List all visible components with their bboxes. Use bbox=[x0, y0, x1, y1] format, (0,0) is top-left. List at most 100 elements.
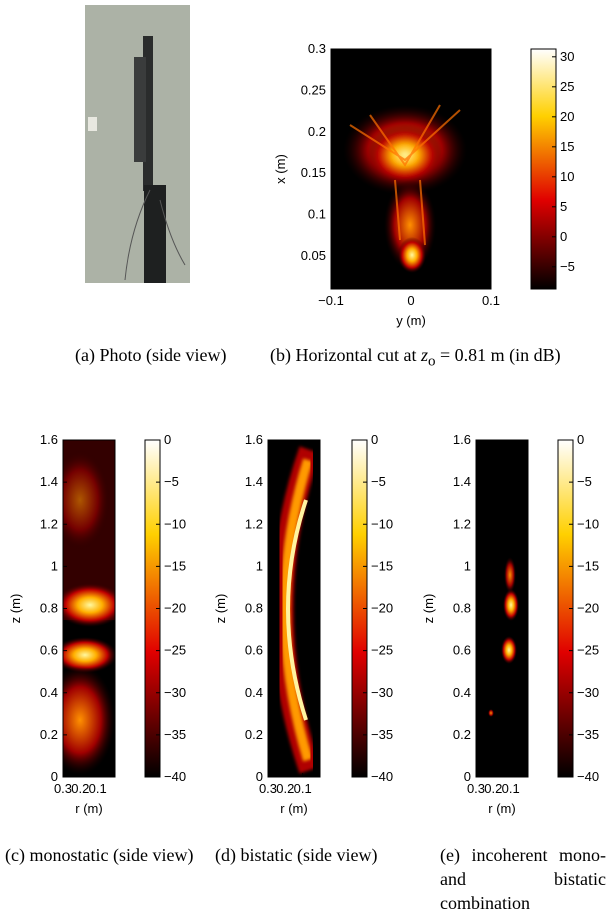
colorbar-tick-label: −25 bbox=[371, 643, 393, 658]
y-tick-label: 1.4 bbox=[453, 474, 471, 489]
y-tick-label: 1.2 bbox=[453, 516, 471, 531]
y-tick-label: 1.4 bbox=[245, 474, 263, 489]
y-tick-label: 0.8 bbox=[245, 601, 263, 616]
colorbar-tick-label: −25 bbox=[577, 643, 599, 658]
caption-text: Horizontal cut at bbox=[295, 345, 417, 365]
y-tick-label: 0.05 bbox=[301, 248, 326, 263]
y-tick-label: 0.4 bbox=[245, 685, 263, 700]
y-axis-label: z (m) bbox=[421, 594, 436, 624]
colorbar-tick-label: −40 bbox=[164, 769, 186, 784]
caption-text: = 0.81 m (in dB) bbox=[439, 345, 561, 365]
colorbar-tick-label: −10 bbox=[371, 516, 393, 531]
x-tick-label: 0.1 bbox=[89, 781, 107, 796]
colorbar-tick-label: −5 bbox=[164, 474, 179, 489]
colorbar-tick-label: −15 bbox=[164, 558, 186, 573]
colorbar-tick-label: 0 bbox=[371, 432, 378, 447]
colorbar-tick-label: 5 bbox=[560, 199, 567, 214]
heatmap-image bbox=[331, 49, 491, 289]
x-tick-label: 0.2 bbox=[484, 781, 502, 796]
colorbar-tick-label: −25 bbox=[164, 643, 186, 658]
y-axis-label: x (m) bbox=[273, 154, 288, 184]
colorbar-tick-label: −30 bbox=[371, 685, 393, 700]
caption-text: monostatic (side view) bbox=[29, 845, 194, 865]
heatmap-image bbox=[476, 440, 528, 777]
colorbar-tick-label: −35 bbox=[577, 727, 599, 742]
heatmap-image bbox=[63, 440, 115, 777]
y-tick-label: 1 bbox=[464, 558, 471, 573]
y-tick-label: 1.4 bbox=[40, 474, 58, 489]
colorbar-tick-label: −5 bbox=[560, 259, 575, 274]
colorbar-tick-label: 0 bbox=[164, 432, 171, 447]
caption: (e) incoherent mono- and bistatic combin… bbox=[440, 843, 606, 915]
colorbar-tick-label: 30 bbox=[560, 49, 574, 64]
y-tick-label: 0.2 bbox=[453, 727, 471, 742]
caption-label: (d) bbox=[215, 845, 236, 865]
colorbar-tick-label: −5 bbox=[577, 474, 592, 489]
colorbar-tick-label: −10 bbox=[577, 516, 599, 531]
heatmap-image bbox=[268, 440, 320, 777]
colorbar-tick-label: −40 bbox=[371, 769, 393, 784]
colorbar-tick-label: −10 bbox=[164, 516, 186, 531]
y-tick-label: 0.15 bbox=[301, 165, 326, 180]
y-tick-label: 1.2 bbox=[245, 516, 263, 531]
colorbar-tick-label: 25 bbox=[560, 79, 574, 94]
caption-symbol: z bbox=[420, 345, 428, 365]
x-tick-label: 0.1 bbox=[482, 293, 500, 308]
colorbar-tick-label: −15 bbox=[371, 558, 393, 573]
x-axis-label: r (m) bbox=[280, 801, 307, 816]
colorbar-tick-label: 10 bbox=[560, 169, 574, 184]
x-axis-label: r (m) bbox=[75, 801, 102, 816]
x-tick-label: 0.2 bbox=[71, 781, 89, 796]
y-tick-label: 0.2 bbox=[245, 727, 263, 742]
y-tick-label: 0.6 bbox=[453, 643, 471, 658]
colorbar-tick-label: −20 bbox=[371, 601, 393, 616]
colorbar-tick-label: −30 bbox=[164, 685, 186, 700]
caption-label: (b) bbox=[270, 345, 291, 365]
y-tick-label: 0.6 bbox=[245, 643, 263, 658]
caption-label: (c) bbox=[5, 845, 25, 865]
y-tick-label: 0 bbox=[464, 769, 471, 784]
y-tick-label: 1 bbox=[256, 558, 263, 573]
colorbar-tick-label: −5 bbox=[371, 474, 386, 489]
colorbar-tick-label: −35 bbox=[371, 727, 393, 742]
y-tick-label: 0 bbox=[51, 769, 58, 784]
caption: (c) monostatic (side view) bbox=[5, 843, 195, 867]
colorbar-tick-label: 20 bbox=[560, 109, 574, 124]
x-tick-label: 0.3 bbox=[259, 781, 277, 796]
y-tick-label: 0 bbox=[256, 769, 263, 784]
colorbar-tick-label: 15 bbox=[560, 139, 574, 154]
y-tick-label: 0.4 bbox=[453, 685, 471, 700]
caption: (d) bistatic (side view) bbox=[215, 843, 401, 867]
colorbar bbox=[530, 48, 557, 290]
x-tick-label: 0.1 bbox=[502, 781, 520, 796]
y-tick-label: 0.2 bbox=[40, 727, 58, 742]
caption: (b) Horizontal cut at zo = 0.81 m (in dB… bbox=[270, 343, 600, 374]
y-tick-label: 0.6 bbox=[40, 643, 58, 658]
y-tick-label: 1.6 bbox=[40, 432, 58, 447]
x-axis-label: y (m) bbox=[396, 313, 426, 328]
x-tick-label: 0 bbox=[407, 293, 414, 308]
caption-subscript: o bbox=[427, 353, 436, 370]
y-tick-label: 1.6 bbox=[453, 432, 471, 447]
y-tick-label: 0.25 bbox=[301, 82, 326, 97]
colorbar-tick-label: −35 bbox=[164, 727, 186, 742]
y-tick-label: 0.1 bbox=[308, 207, 326, 222]
caption-label: (e) bbox=[440, 845, 460, 865]
colorbar-tick-label: 0 bbox=[560, 229, 567, 244]
y-tick-label: 0.4 bbox=[40, 685, 58, 700]
x-axis-label: r (m) bbox=[488, 801, 515, 816]
caption-text: Photo (side view) bbox=[99, 345, 227, 365]
caption-label: (a) bbox=[75, 345, 95, 365]
x-tick-label: 0.3 bbox=[54, 781, 72, 796]
x-tick-label: 0.1 bbox=[294, 781, 312, 796]
photo bbox=[85, 5, 190, 283]
caption-text: incoherent mono- and bistatic combinatio… bbox=[440, 845, 606, 913]
colorbar-tick-label: −20 bbox=[577, 601, 599, 616]
y-axis-label: z (m) bbox=[8, 594, 23, 624]
x-tick-label: 0.2 bbox=[276, 781, 294, 796]
x-tick-label: 0.3 bbox=[467, 781, 485, 796]
y-tick-label: 1.6 bbox=[245, 432, 263, 447]
y-tick-label: 0.2 bbox=[308, 124, 326, 139]
